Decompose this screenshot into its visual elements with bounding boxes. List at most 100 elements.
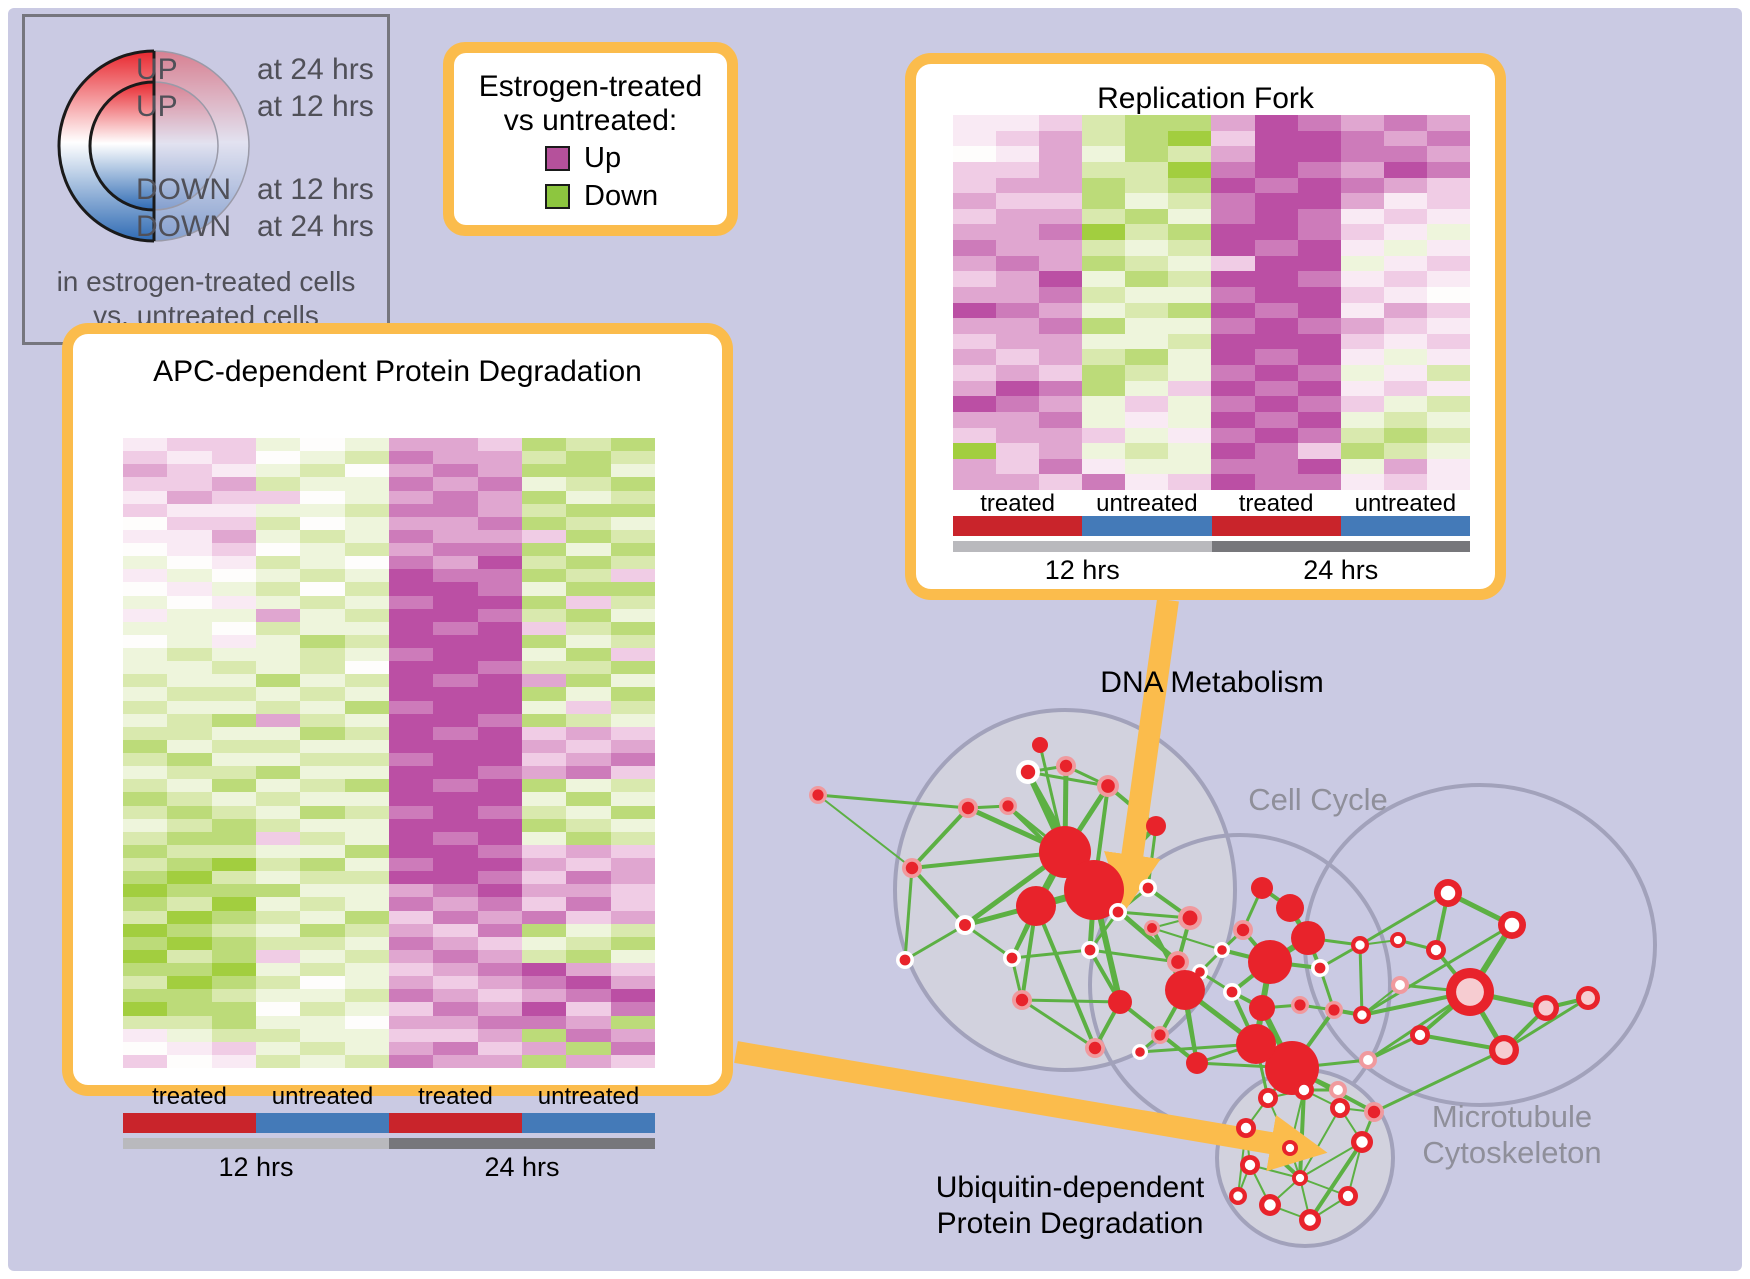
key-item-up: Up xyxy=(545,142,621,175)
heatmap-cell xyxy=(123,989,168,1003)
heatmap-cell xyxy=(1211,146,1255,162)
network-node xyxy=(1249,995,1275,1021)
heatmap-cell xyxy=(1168,208,1212,225)
heatmap-cell xyxy=(344,674,389,688)
heatmap-cell xyxy=(521,1041,567,1055)
heatmap-cell xyxy=(1254,271,1298,287)
heatmap-cell xyxy=(1297,411,1341,428)
heatmap-cell xyxy=(344,464,389,478)
heatmap-cell xyxy=(477,713,522,727)
heatmap-cell xyxy=(1039,255,1083,272)
heatmap-cell xyxy=(255,831,301,845)
heatmap-cell xyxy=(300,779,345,793)
heatmap-cell xyxy=(521,582,567,596)
heatmap-cell xyxy=(610,923,655,937)
repfork-time-labels: 12 hrs 24 hrs xyxy=(953,555,1470,586)
heatmap-cell xyxy=(123,871,168,885)
heatmap-cell xyxy=(953,240,997,256)
repfork-12hr-bar xyxy=(953,541,1212,552)
heatmap-cell xyxy=(1039,193,1083,209)
heatmap-cell xyxy=(388,543,434,557)
heatmap-cell xyxy=(1082,240,1126,256)
heatmap-cell xyxy=(1168,349,1212,365)
heatmap-cell xyxy=(1340,333,1384,350)
heatmap-cell xyxy=(211,464,256,478)
heatmap-cell xyxy=(1426,130,1470,147)
heatmap-cell xyxy=(1211,349,1255,365)
heatmap-cell xyxy=(477,989,522,1003)
heatmap-cell xyxy=(1039,365,1083,381)
heatmap-cell xyxy=(433,503,478,517)
heatmap-cell xyxy=(1125,240,1169,256)
heatmap-cell xyxy=(388,648,434,662)
heatmap-cell xyxy=(433,792,478,806)
heatmap-cell xyxy=(1082,396,1126,412)
heatmap-cell xyxy=(477,529,522,543)
heatmap-cell xyxy=(1383,286,1427,303)
heatmap-cell xyxy=(1125,427,1169,444)
heatmap-cell xyxy=(1211,271,1255,287)
updown-key-inner xyxy=(454,53,727,225)
heatmap-cell xyxy=(255,674,301,688)
repfork-24hr-bar xyxy=(1211,541,1470,552)
heatmap-cell xyxy=(1039,130,1083,147)
network-node xyxy=(1032,737,1048,753)
heatmap-cell xyxy=(521,687,567,701)
heatmap-cell xyxy=(1168,302,1212,319)
heatmap-cell xyxy=(167,779,212,793)
heatmap-cell xyxy=(610,608,655,622)
heatmap-cell xyxy=(211,871,256,885)
key-down-label: Down xyxy=(584,180,659,212)
heatmap-cell xyxy=(521,1054,567,1068)
heatmap-cell xyxy=(1383,365,1427,381)
heatmap-cell xyxy=(167,451,212,465)
heatmap-cell xyxy=(610,529,655,543)
heatmap-cell xyxy=(1254,240,1298,256)
heatmap-cell xyxy=(388,923,434,937)
heatmap-cell xyxy=(123,634,168,648)
heatmap-cell xyxy=(300,451,345,465)
heatmap-cell xyxy=(521,779,567,793)
heatmap-cell xyxy=(1254,474,1298,490)
heatmap-cell xyxy=(123,503,168,517)
network-node-core xyxy=(1147,923,1157,933)
heatmap-cell xyxy=(1340,161,1384,178)
scale-dir-up12: UP xyxy=(136,90,178,123)
heatmap-cell xyxy=(167,713,212,727)
heatmap-cell xyxy=(211,989,256,1003)
heatmap-cell xyxy=(1340,115,1384,131)
heatmap-cell xyxy=(610,989,655,1003)
network-node-core xyxy=(1298,1084,1310,1096)
heatmap-cell xyxy=(953,130,997,147)
heatmap-cell xyxy=(255,503,301,517)
heatmap-cell xyxy=(388,1002,434,1016)
updown-key-box: Estrogen-treated vs untreated: Up Down xyxy=(443,42,738,236)
heatmap-cell xyxy=(433,543,478,557)
cluster-label: Microtubule xyxy=(1432,1099,1592,1134)
heatmap-cell xyxy=(433,923,478,937)
heatmap-cell xyxy=(211,923,256,937)
network-node-core xyxy=(1430,944,1442,956)
heatmap-cell xyxy=(566,818,611,832)
heatmap-cell xyxy=(1254,427,1298,444)
heatmap-cell xyxy=(211,897,256,911)
heatmap-cell xyxy=(433,569,478,583)
heatmap-cell xyxy=(433,451,478,465)
heatmap-cell xyxy=(1082,271,1126,287)
heatmap-cell xyxy=(1426,427,1470,444)
heatmap-cell xyxy=(1383,271,1427,287)
heatmap-cell xyxy=(1340,286,1384,303)
heatmap-cell xyxy=(123,516,168,530)
heatmap-cell xyxy=(433,464,478,478)
heatmap-cell xyxy=(521,648,567,662)
heatmap-cell xyxy=(521,949,567,963)
heatmap-cell xyxy=(211,608,256,622)
heatmap-cell xyxy=(344,634,389,648)
heatmap-cell xyxy=(1211,130,1255,147)
heatmap-cell xyxy=(521,844,567,858)
heatmap-cell xyxy=(300,766,345,780)
heatmap-cell xyxy=(167,949,212,963)
heatmap-cell xyxy=(1254,146,1298,162)
heatmap-cell xyxy=(300,464,345,478)
network-node xyxy=(1251,877,1273,899)
